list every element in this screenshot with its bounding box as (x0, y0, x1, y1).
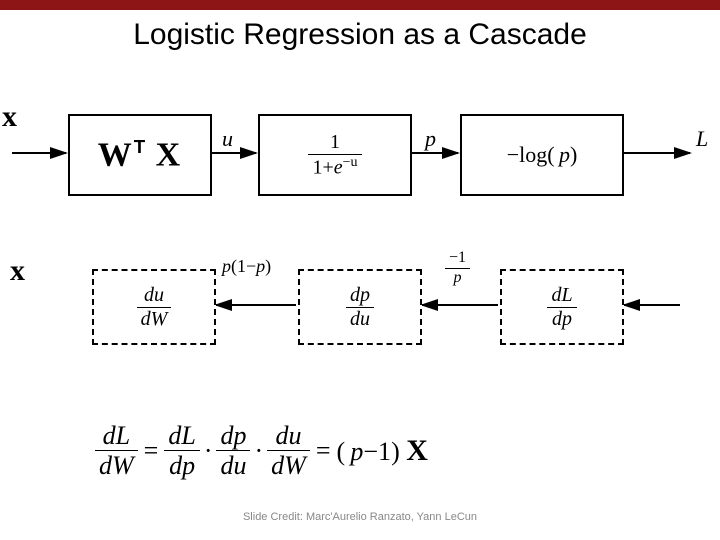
bx-glyph: x (10, 254, 25, 287)
e1-p: p (222, 256, 231, 276)
crhs-close: ) (391, 437, 400, 466)
e2-frac: −1 p (445, 250, 470, 287)
ct2-den: du (216, 451, 250, 479)
slide-credit: Slide Credit: Marc'Aurelio Ranzato, Yann… (0, 511, 720, 523)
cln-v: L (116, 421, 130, 450)
chain-lhs-den: dW (95, 451, 138, 479)
backward-edge1-label: p(1−p) (222, 256, 271, 277)
backward-x-label: x (10, 254, 25, 288)
ct3-num: du (267, 422, 310, 451)
dldp-den-v: p (562, 308, 572, 330)
chain-rule-equation: dL dW = dL dp · dp du · du dW = ( p−1) X (95, 422, 428, 480)
ct2n-d: d (220, 421, 233, 450)
dpdu-den-v: u (360, 308, 370, 330)
dudw-frac: du dW (137, 285, 172, 330)
dldp-den: dp (547, 308, 576, 330)
dudw-den-d: d (141, 308, 151, 330)
chain-t3: du dW (267, 422, 310, 480)
ct1n-d: d (168, 421, 181, 450)
chain-eq2: = (316, 436, 331, 466)
dpdu-frac: dp du (346, 285, 374, 330)
chain-dot2: · (254, 436, 263, 466)
ct3d-d: d (271, 451, 284, 480)
ct2d-v: u (233, 451, 246, 480)
e2-num: −1 (445, 250, 470, 269)
slide-title: Logistic Regression as a Cascade (0, 18, 720, 52)
dudw-num-v: u (154, 284, 164, 306)
cld-d: d (99, 451, 112, 480)
ct3n-d: d (275, 421, 288, 450)
cln-d: d (103, 421, 116, 450)
crhs-p: p (350, 437, 363, 466)
dudw-num: du (137, 285, 172, 308)
ct1-num: dL (164, 422, 199, 451)
cld-v: W (112, 451, 134, 480)
top-color-bar (0, 0, 720, 10)
ct3-den: dW (267, 451, 310, 479)
crhs-open: ( (337, 437, 346, 466)
ct3d-v: W (284, 451, 306, 480)
chain-lhs-num: dL (95, 422, 138, 451)
dpdu-den: du (346, 308, 374, 330)
backward-box-du-dw: du dW (92, 269, 216, 345)
dpdu-num-v: p (360, 284, 370, 306)
dudw-den-v: W (151, 308, 168, 330)
backward-box-dp-du: dp du (298, 269, 422, 345)
diagram-stage: x WT X u 1 1+e−u p −log( p) L (0, 64, 720, 524)
e1-close: ) (265, 256, 271, 276)
dldp-num-v: L (561, 284, 572, 306)
ct2d-d: d (220, 451, 233, 480)
chain-rhs: ( p−1) X (337, 434, 428, 468)
dldp-den-d: d (552, 308, 562, 330)
ct3n-v: u (288, 421, 301, 450)
ct1d-d: d (169, 451, 182, 480)
crhs-X: X (406, 434, 428, 467)
chain-t2: dp du (216, 422, 250, 480)
chain-lhs: dL dW (95, 422, 138, 480)
ct1n-v: L (181, 421, 195, 450)
dpdu-num-d: d (350, 284, 360, 306)
chain-t1: dL dp (164, 422, 199, 480)
dudw-den: dW (137, 308, 172, 330)
dudw-num-d: d (144, 284, 154, 306)
backward-edge2-label: −1 p (445, 250, 470, 287)
ct1-den: dp (164, 451, 199, 479)
dldp-num-d: d (551, 284, 561, 306)
ct2n-v: p (233, 421, 246, 450)
dpdu-num: dp (346, 285, 374, 308)
chain-dot1: · (204, 436, 213, 466)
dpdu-den-d: d (350, 308, 360, 330)
e2-den: p (445, 269, 470, 287)
e1-1m: 1− (237, 256, 256, 276)
e1-p2: p (256, 256, 265, 276)
ct2-num: dp (216, 422, 250, 451)
dldp-num: dL (547, 285, 576, 308)
ct1d-v: p (182, 451, 195, 480)
chain-eq1: = (144, 436, 159, 466)
crhs-m1: −1 (363, 437, 391, 466)
dldp-frac: dL dp (547, 285, 576, 330)
backward-box-dl-dp: dL dp (500, 269, 624, 345)
